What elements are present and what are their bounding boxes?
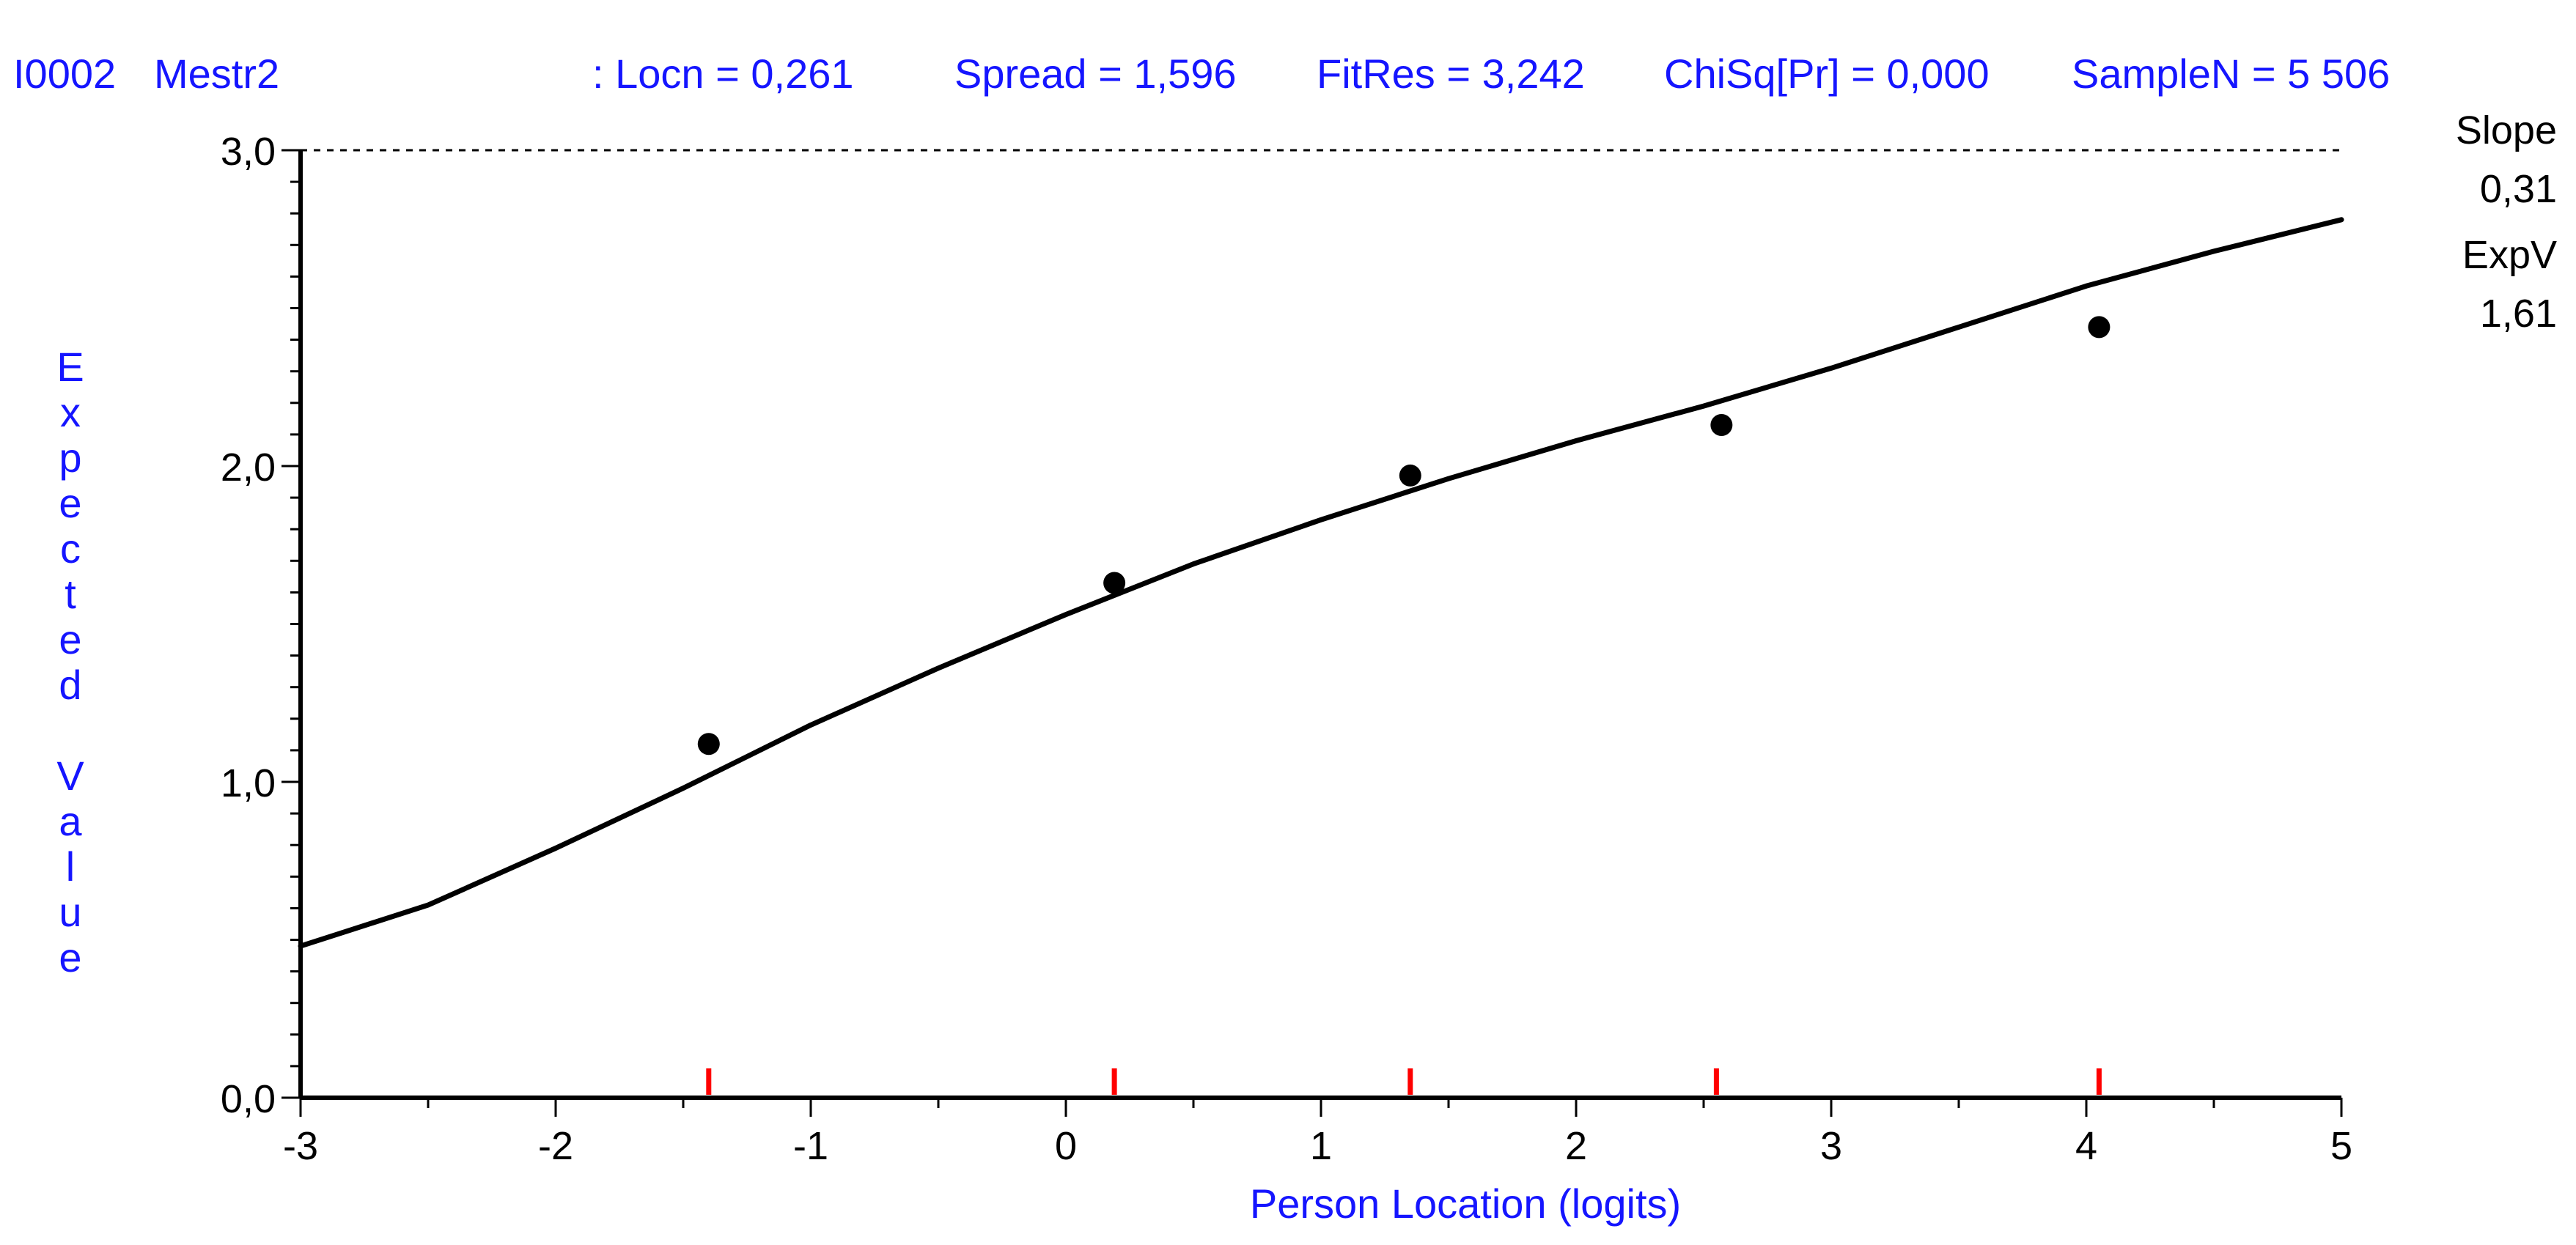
y-axis-label-char: a [59,798,82,844]
item-name: Mestr2 [154,51,279,97]
observed-mean-point [1710,413,1733,436]
expected-value-curve [298,217,2344,949]
y-axis-label-char: e [59,480,81,526]
y-axis-label-char: e [59,616,81,662]
y-axis-label-char: x [60,389,81,435]
expv-label: ExpV [2462,233,2557,277]
fitres-stat: FitRes = 3,242 [1317,51,1585,97]
y-axis-label-char: d [59,662,81,708]
expv-value: 1,61 [2480,292,2557,336]
y-axis-label-char: u [59,889,81,935]
observed-mean-point [1103,572,1126,594]
x-tick-label: 4 [2075,1124,2097,1168]
spread-stat: Spread = 1,596 [954,51,1237,97]
x-tick-label: 2 [1565,1124,1587,1168]
x-tick-label: -3 [283,1124,318,1168]
y-tick-label: 2,0 [221,446,276,489]
x-tick-label: -1 [793,1124,828,1168]
x-tick-label: 0 [1055,1124,1077,1168]
locn-stat: : Locn = 0,261 [592,51,854,97]
observed-mean-point [2088,316,2111,339]
y-tick-label: 1,0 [221,761,276,805]
slope-value: 0,31 [2480,167,2557,211]
plot-area: 0,0 1,0 2,0 3,0 -3 -2 -1 0 1 2 3 4 5 [221,130,2352,1168]
y-axis-label-char: c [60,525,81,572]
y-axis-label-char: p [59,435,81,481]
y-tick-label: 3,0 [221,130,276,174]
y-axis-label-char: t [65,571,76,617]
chisq-stat: ChiSq[Pr] = 0,000 [1664,51,1990,97]
y-axis-label-char: V [56,753,84,799]
samplen-stat: SampleN = 5 506 [2072,51,2390,97]
x-tick-label: 5 [2330,1124,2352,1168]
x-axis-label: Person Location (logits) [1250,1181,1681,1227]
slope-label: Slope [2456,108,2557,152]
observed-mean-point [697,733,720,756]
y-axis-label-char: l [66,843,75,890]
x-tick-label: 1 [1310,1124,1332,1168]
y-axis-label-char: E [56,344,84,390]
item-id: I0002 [13,51,116,97]
y-tick-label: 0,0 [221,1077,276,1121]
y-axis-label-char: e [59,934,81,980]
observed-mean-point [1399,464,1421,487]
x-tick-label: 3 [1820,1124,1842,1168]
x-tick-label: -2 [538,1124,573,1168]
